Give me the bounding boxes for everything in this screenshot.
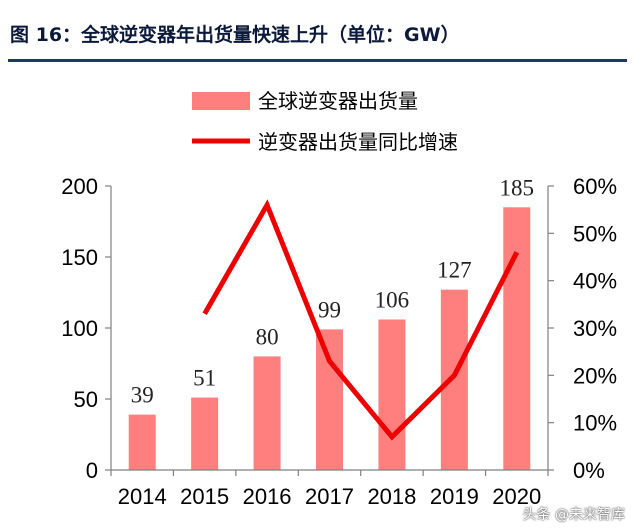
bar-series: 39 51 80 99 106 127 185: [128, 175, 535, 471]
bar: [440, 289, 468, 470]
y2-tick-label: 50%: [573, 221, 617, 246]
bar-data-label: 106: [375, 287, 410, 312]
x-tick-label: 2016: [243, 484, 292, 509]
bar: [503, 207, 531, 471]
y2-tick-label: 20%: [573, 363, 617, 388]
bar: [191, 397, 219, 470]
x-tick-label: 2018: [367, 484, 416, 509]
bar-data-label: 80: [256, 324, 279, 349]
x-tick-label: 2014: [118, 484, 167, 509]
x-tick-label: 2017: [305, 484, 354, 509]
y2-tick-label: 10%: [573, 411, 617, 436]
x-tick-label: 2019: [430, 484, 479, 509]
y2-tick-label: 60%: [573, 174, 617, 199]
y2-tick-label: 40%: [573, 269, 617, 294]
bar-data-label: 39: [131, 383, 154, 408]
growth-line: [202, 199, 520, 441]
y-tick-label: 100: [61, 316, 98, 341]
y-tick-label: 50: [74, 387, 98, 412]
y2-tick-label: 0%: [573, 458, 605, 483]
figure-title: 图 16：全球逆变器年出货量快速上升（单位：GW）: [10, 24, 460, 46]
bar-data-label: 99: [318, 297, 341, 322]
legend-bar-label: 全球逆变器出货量: [258, 89, 418, 113]
x-tick-label: 2015: [180, 484, 229, 509]
x-tick-label: 2020: [492, 484, 541, 509]
legend-bar-swatch: [192, 92, 250, 110]
title-divider: [8, 59, 627, 62]
watermark: 头条 @未来智库: [522, 507, 625, 523]
axes: 0 50 100 150 200 0% 10% 20% 30% 40% 50% 60% 2014 2015…: [61, 174, 617, 509]
bar: [378, 319, 406, 470]
bar-data-label: 127: [437, 258, 472, 283]
bar: [128, 414, 156, 470]
y-tick-label: 0: [86, 458, 98, 483]
bar-data-label: 51: [193, 366, 216, 391]
bar: [253, 356, 281, 470]
y-tick-label: 150: [61, 245, 98, 270]
legend-line-label: 逆变器出货量同比增速: [258, 130, 458, 154]
bar-data-label: 185: [500, 175, 535, 200]
y2-tick-label: 30%: [573, 316, 617, 341]
bar: [316, 329, 343, 470]
growth-line-series: [202, 199, 520, 441]
legend: 全球逆变器出货量 逆变器出货量同比增速: [192, 89, 458, 154]
y-tick-label: 200: [61, 174, 98, 199]
